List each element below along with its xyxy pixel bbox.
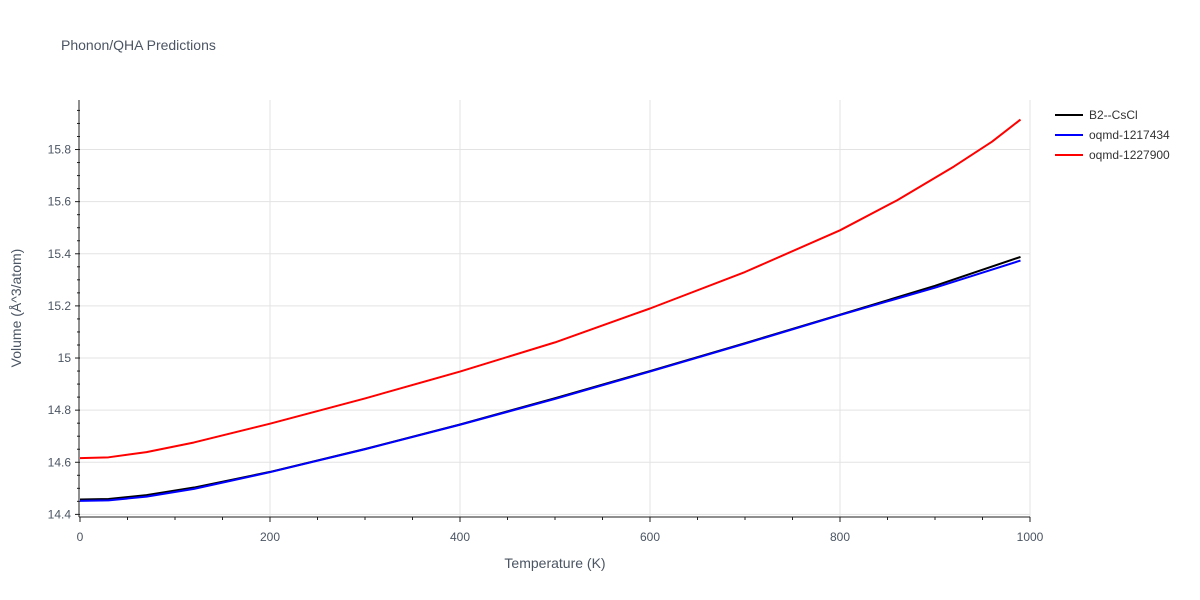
series-line-b2-cscl[interactable] [79,255,1021,501]
y-tick-label: 15.6 [48,195,72,209]
x-tick-label: 0 [77,530,84,544]
x-tick-label: 200 [260,530,280,544]
legend-item[interactable]: oqmd-1217434 [1055,128,1170,142]
y-axis-title: Volume (Å^3/atom) [8,249,24,368]
legend-item[interactable]: oqmd-1227900 [1055,148,1170,162]
legend-label: B2--CsCl [1089,108,1138,122]
y-tick-label: 15 [58,351,72,365]
y-axis-ticks: 14.4 14.6 14.8 15 15.2 15.4 15.6 15.8 [48,109,80,521]
series-line-oqmd-1227900[interactable] [79,118,1022,460]
y-tick-label: 15.8 [48,143,72,157]
series-line-oqmd-1217434[interactable] [79,259,1021,502]
legend-label: oqmd-1217434 [1089,128,1170,142]
plot-area [79,118,1022,502]
legend-label: oqmd-1227900 [1089,148,1170,162]
y-tick-label: 15.2 [48,299,72,313]
chart-title: Phonon/QHA Predictions [61,37,216,53]
y-tick-label: 14.6 [48,455,72,469]
legend[interactable]: B2--CsCl oqmd-1217434 oqmd-1227900 [1055,108,1170,162]
legend-item[interactable]: B2--CsCl [1055,108,1138,122]
y-tick-label: 14.4 [48,507,72,521]
x-axis-title: Temperature (K) [504,555,605,571]
y-tick-label: 14.8 [48,403,72,417]
x-axis-ticks: 0 200 400 600 800 1000 [77,517,1044,544]
x-tick-label: 400 [450,530,470,544]
x-tick-label: 1000 [1017,530,1044,544]
x-tick-label: 600 [640,530,660,544]
x-tick-label: 800 [830,530,850,544]
y-tick-label: 15.4 [48,247,72,261]
